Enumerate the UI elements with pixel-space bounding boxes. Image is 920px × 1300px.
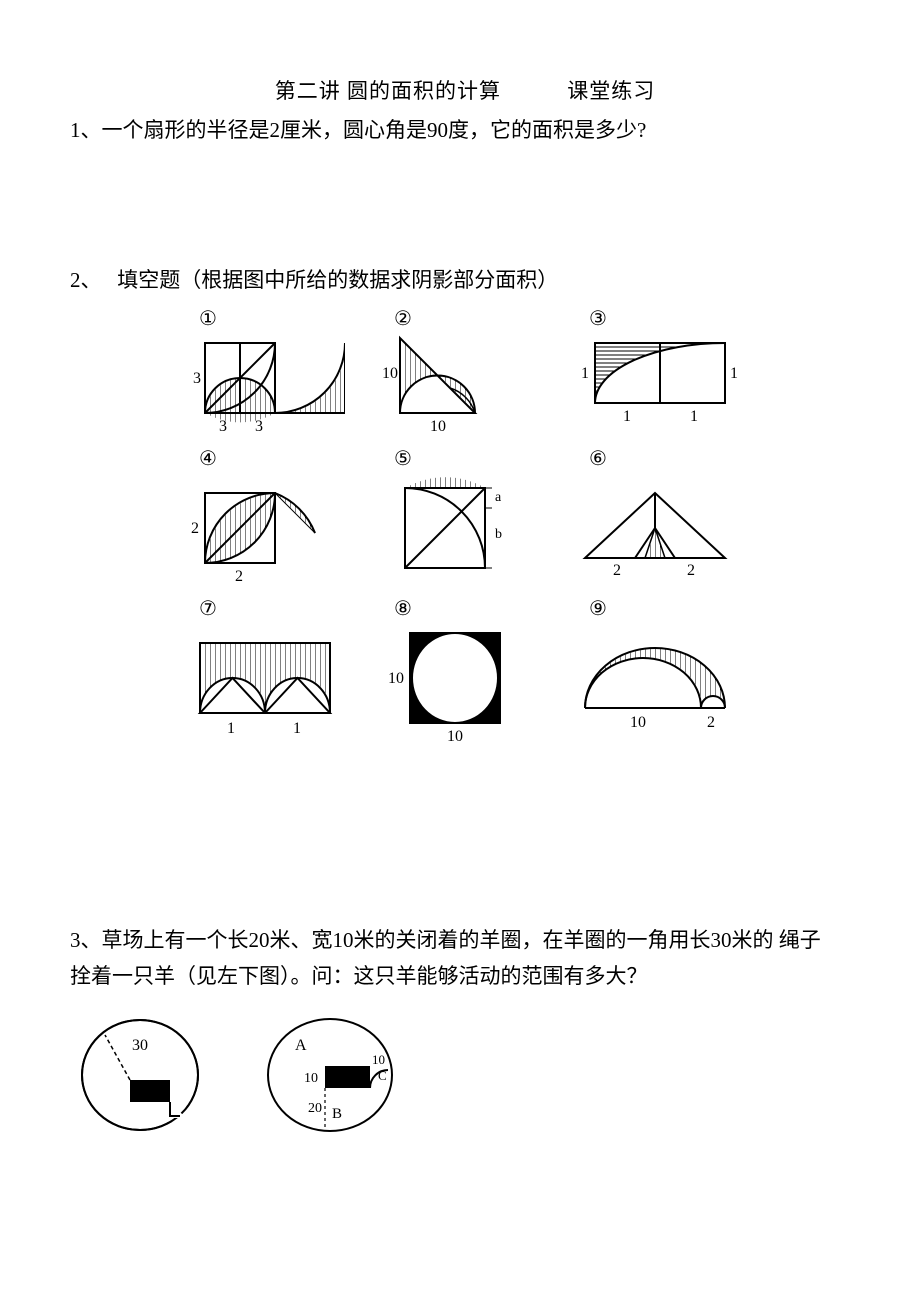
answer-space-1 — [70, 151, 860, 261]
fig6-svg: 2 2 — [575, 473, 735, 588]
title-right: 课堂练习 — [567, 75, 655, 105]
fig3-number: ③ — [589, 306, 607, 331]
q3-right-A: A — [295, 1037, 307, 1054]
question-2: 2、 填空题（根据图中所给的数据求阴影部分面积） — [70, 265, 860, 297]
q3-figures: 30 A 10 10 C 20 B — [70, 1010, 860, 1150]
q2-prefix: 2、 — [70, 268, 102, 292]
fig9-label-2: 2 — [707, 714, 715, 731]
figures-grid: ① — [70, 306, 860, 751]
page-title: 第二讲 圆的面积的计算 课堂练习 — [70, 75, 860, 105]
fig3-label-bl: 1 — [623, 408, 631, 425]
fig1-label-bl: 3 — [219, 418, 227, 435]
figure-2: ② — [380, 306, 550, 438]
fig6-label-r: 2 — [687, 562, 695, 579]
figure-3: ③ — [575, 306, 745, 438]
figure-row-1: ① — [185, 306, 745, 438]
fig8-number: ⑧ — [394, 596, 412, 621]
fig3-label-br: 1 — [690, 408, 698, 425]
fig8-label-b: 10 — [447, 728, 463, 743]
figure-row-3: ⑦ — [185, 596, 745, 743]
fig5-svg: a b — [380, 473, 530, 588]
figure-7: ⑦ — [185, 596, 355, 743]
fig7-number: ⑦ — [199, 596, 217, 621]
fig2-label-left: 10 — [382, 365, 398, 382]
document-page: 第二讲 圆的面积的计算 课堂练习 1、一个扇形的半径是2厘米，圆心角是90度，它… — [0, 0, 920, 1190]
fig9-number: ⑨ — [589, 596, 607, 621]
fig7-svg: 1 1 — [185, 623, 345, 743]
fig6-label-l: 2 — [613, 562, 621, 579]
question-3-line1: 3、草场上有一个长20米、宽10米的关闭着的羊圈，在羊圈的一角用长30米的 绳子 — [70, 925, 860, 957]
q3-right-10a: 10 — [304, 1071, 318, 1086]
fig8-label-l: 10 — [388, 670, 404, 687]
fig1-svg: 3 3 3 — [185, 333, 345, 438]
fig6-number: ⑥ — [589, 446, 607, 471]
title-left: 第二讲 圆的面积的计算 — [275, 75, 501, 105]
fig2-label-bottom: 10 — [430, 418, 446, 435]
fig1-label-left: 3 — [193, 370, 201, 387]
fig4-svg: 2 2 — [185, 473, 335, 588]
question-1: 1、一个扇形的半径是2厘米，圆心角是90度，它的面积是多少? — [70, 115, 860, 147]
figure-5: ⑤ — [380, 446, 550, 588]
fig8-svg: 10 10 — [380, 623, 530, 743]
fig9-label-10: 10 — [630, 714, 646, 731]
fig2-number: ② — [394, 306, 412, 331]
fig5-label-a: a — [495, 490, 502, 505]
fig3-label-l: 1 — [581, 365, 589, 382]
fig9-svg: 10 2 — [575, 623, 745, 743]
q3-right-20: 20 — [308, 1101, 322, 1116]
q3-left-30: 30 — [132, 1037, 148, 1054]
fig4-label-b: 2 — [235, 568, 243, 585]
figure-6: ⑥ 2 2 — [575, 446, 745, 588]
figure-1: ① — [185, 306, 355, 438]
q3-right-B: B — [332, 1106, 342, 1122]
figure-row-2: ④ — [185, 446, 745, 588]
fig1-number: ① — [199, 306, 217, 331]
q3-fig-right: A 10 10 C 20 B — [250, 1010, 420, 1150]
fig4-number: ④ — [199, 446, 217, 471]
figure-4: ④ — [185, 446, 355, 588]
fig1-label-br: 3 — [255, 418, 263, 435]
fig5-number: ⑤ — [394, 446, 412, 471]
fig3-label-r: 1 — [730, 365, 738, 382]
q3-fig-left: 30 — [70, 1010, 220, 1140]
q3-right-C: C — [378, 1068, 387, 1083]
q3-right-10b: 10 — [372, 1052, 385, 1067]
fig3-svg: 1 1 1 1 — [575, 333, 745, 438]
figure-9: ⑨ — [575, 596, 745, 743]
fig4-label-l: 2 — [191, 520, 199, 537]
fig2-svg: 10 10 — [380, 333, 530, 438]
fig5-label-b: b — [495, 527, 502, 542]
fig7-label-l: 1 — [227, 720, 235, 737]
answer-space-2 — [70, 751, 860, 921]
fig7-label-r: 1 — [293, 720, 301, 737]
q2-text: 填空题（根据图中所给的数据求阴影部分面积） — [117, 268, 558, 292]
question-3-line2: 拴着一只羊（见左下图）。问：这只羊能够活动的范围有多大？ — [70, 961, 860, 993]
figure-8: ⑧ 10 10 — [380, 596, 550, 743]
